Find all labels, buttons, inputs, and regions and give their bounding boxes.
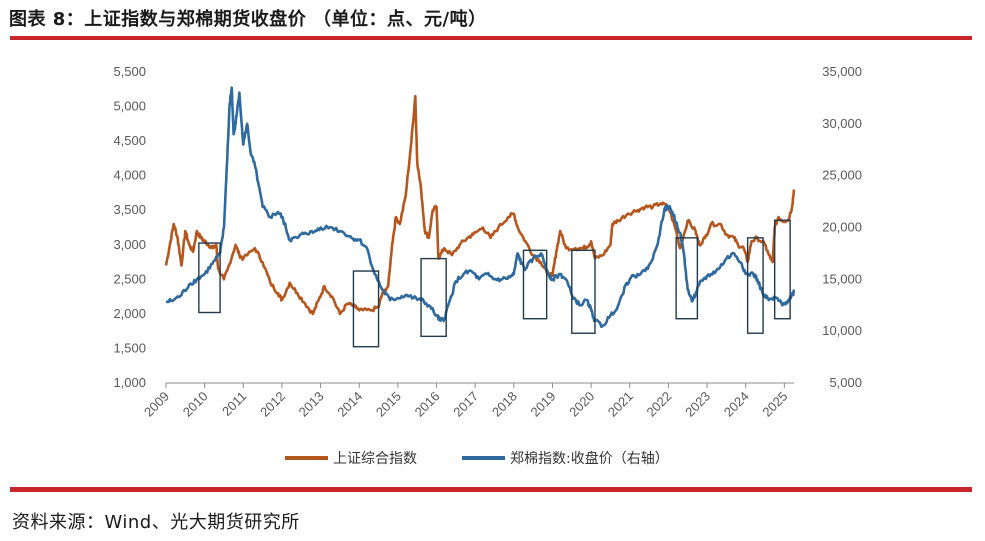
x-tick-label: 2021	[605, 389, 636, 420]
chart-axes: 1,000 1,500 2,000 2,500 3,000 3,500 4,000 4,500…	[113, 64, 862, 420]
x-tick-label: 2020	[566, 389, 597, 420]
x-tick-label: 2011	[219, 389, 249, 419]
highlight-box	[522, 249, 548, 320]
x-tick-label: 2012	[257, 389, 288, 420]
y-right-tick-label: 15,000	[822, 271, 862, 286]
x-tick-label: 2017	[450, 389, 481, 420]
y-right-tick-label: 25,000	[822, 168, 862, 183]
y-right-tick-label: 35,000	[822, 64, 862, 79]
y-left-tick-label: 2,500	[113, 271, 146, 286]
y-right-tick-label: 5,000	[829, 375, 862, 390]
highlight-box	[571, 249, 596, 334]
highlight-box	[675, 237, 699, 320]
y-left-tick-label: 1,000	[113, 375, 146, 390]
highlight-box	[352, 270, 380, 348]
source-note: 资料来源：Wind、光大期货研究所	[12, 512, 300, 533]
legend-label-sh: 上证综合指数	[333, 451, 417, 467]
x-tick-label: 2010	[180, 389, 211, 420]
y-left-tick-label: 5,500	[113, 64, 146, 79]
page-title: 图表 8：上证指数与郑棉期货收盘价 （单位：点、元/吨）	[9, 9, 487, 30]
highlight-box	[746, 237, 764, 334]
y-left-tick-label: 2,000	[113, 306, 146, 321]
x-tick-label: 2009	[141, 389, 172, 420]
highlight-boxes	[198, 219, 791, 348]
y-right-tick-label: 10,000	[822, 323, 862, 338]
highlight-box	[198, 242, 221, 314]
y-right-tick-label: 30,000	[822, 116, 862, 131]
x-tick-label: 2018	[489, 389, 520, 420]
chart-legend: 上证综合指数 郑棉指数:收盘价（右轴）	[285, 450, 669, 467]
x-tick-label: 2015	[373, 389, 404, 420]
y-left-tick-label: 4,500	[113, 133, 146, 148]
x-tick-label: 2013	[296, 389, 327, 420]
highlight-box	[773, 219, 791, 320]
series-line-sh	[164, 94, 796, 316]
top-divider	[10, 36, 972, 40]
y-left-tick-label: 3,500	[113, 202, 146, 217]
bottom-divider	[10, 487, 972, 492]
y-right-tick-label: 20,000	[822, 220, 862, 235]
y-left-tick-label: 3,000	[113, 237, 146, 252]
x-tick-label: 2024	[721, 389, 752, 420]
x-tick-label: 2016	[412, 389, 443, 420]
series-line-cf	[165, 86, 796, 329]
highlight-box	[420, 257, 447, 338]
x-tick-label: 2022	[643, 389, 674, 420]
x-tick-label: 2014	[334, 389, 365, 420]
x-tick-label: 2023	[682, 389, 713, 420]
y-left-tick-label: 4,000	[113, 168, 146, 183]
series-layer	[164, 86, 796, 329]
y-left-tick-label: 1,500	[113, 340, 146, 355]
legend-label-cf: 郑棉指数:收盘价（右轴）	[510, 450, 669, 467]
x-tick-label: 2019	[528, 389, 559, 420]
y-left-tick-label: 5,000	[113, 99, 146, 114]
x-tick-label: 2025	[759, 389, 790, 420]
